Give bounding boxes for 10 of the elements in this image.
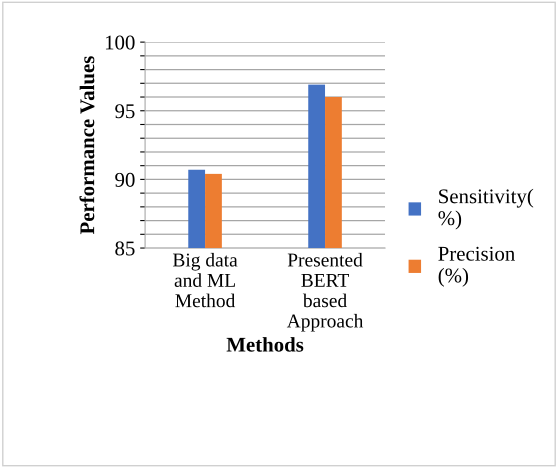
y-axis-title: Performance Values	[79, 56, 94, 234]
legend-label: Precision (%)	[438, 246, 515, 287]
y-tick-label: 85	[115, 241, 135, 256]
x-tick-label: Presented BERT based Approach	[286, 252, 364, 332]
y-tick-label: 100	[106, 35, 135, 50]
x-tick-label: Big data and ML Method	[172, 252, 238, 308]
x-axis-title: Methods	[226, 337, 304, 352]
y-tick-label: 95	[115, 104, 135, 118]
legend-label: Sensitivity( %)	[438, 188, 534, 230]
y-tick-label: 90	[115, 172, 135, 187]
